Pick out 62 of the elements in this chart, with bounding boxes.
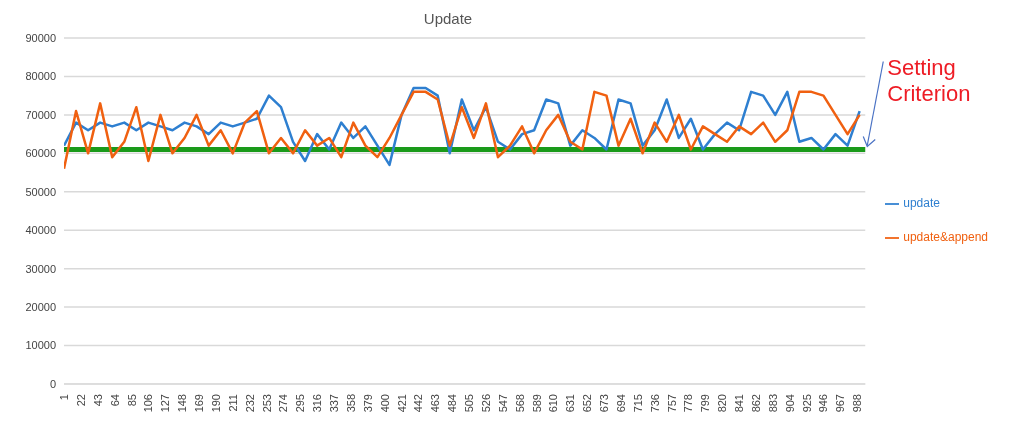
x-tick-label: 715 [631,394,644,413]
x-tick-label: 736 [648,394,661,413]
x-tick-label: 337 [328,394,341,413]
legend-label: update&append [903,230,988,244]
y-tick-label: 90000 [25,31,56,44]
x-tick-label: 673 [598,394,611,413]
x-tick-label: 106 [142,394,155,413]
x-tick-label: 631 [564,394,577,413]
x-tick-label: 190 [209,394,222,413]
x-tick-label: 568 [513,394,526,413]
x-tick-label: 43 [91,394,104,407]
x-tick-label: 379 [361,394,374,413]
y-tick-label: 50000 [25,185,56,198]
x-tick-label: 589 [530,394,543,413]
x-tick-label: 232 [243,394,256,413]
x-tick-label: 757 [665,394,678,413]
x-tick-label: 85 [125,394,138,407]
x-tick-label: 778 [682,394,695,413]
x-tick-label: 463 [429,394,442,413]
x-tick-label: 484 [446,394,459,413]
x-tick-label: 421 [395,394,408,413]
y-tick-label: 20000 [25,301,56,314]
y-tick-label: 70000 [25,108,56,121]
x-tick-label: 316 [311,394,324,413]
x-tick-label: 358 [344,394,357,413]
x-tick-label: 148 [176,394,189,413]
x-tick-label: 988 [851,394,864,413]
x-tick-label: 946 [817,394,830,413]
x-tick-label: 400 [378,394,391,413]
x-tick-label: 1 [58,394,70,401]
y-tick-label: 40000 [25,224,56,237]
x-tick-label: 799 [699,394,712,413]
x-tick-label: 904 [783,394,796,413]
y-tick-label: 60000 [25,147,56,160]
ref-line-label: Setting Criterion [887,55,971,107]
x-tick-label: 442 [412,394,425,413]
chart-title: Update [423,10,473,27]
x-tick-label: 820 [716,394,729,413]
x-tick-label: 841 [733,394,746,413]
legend-label: update [903,196,940,210]
x-tick-label: 694 [614,394,627,413]
x-tick-label: 211 [226,394,239,412]
x-tick-label: 127 [159,394,172,413]
x-tick-label: 22 [74,394,87,407]
x-tick-label: 64 [108,394,121,407]
x-tick-label: 253 [260,394,273,413]
x-tick-label: 925 [800,394,813,413]
x-tick-label: 526 [479,394,492,413]
x-tick-label: 295 [294,394,307,413]
x-tick-label: 883 [766,394,779,413]
x-tick-label: 505 [463,394,476,413]
y-tick-label: 30000 [25,262,56,275]
x-tick-label: 610 [547,394,560,413]
x-tick-label: 169 [193,394,206,413]
x-tick-label: 862 [749,394,762,413]
y-tick-label: 10000 [25,339,56,352]
x-tick-label: 274 [277,394,290,413]
y-tick-label: 0 [49,377,56,390]
x-tick-label: 652 [581,394,594,413]
x-tick-label: 967 [834,394,847,413]
y-tick-label: 80000 [25,70,56,83]
x-tick-label: 547 [496,394,509,413]
